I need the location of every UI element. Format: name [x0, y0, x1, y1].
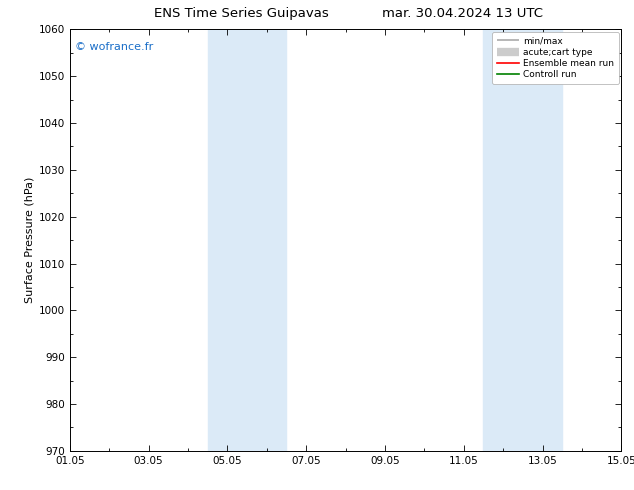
Text: ENS Time Series Guipavas: ENS Time Series Guipavas: [153, 7, 328, 21]
Y-axis label: Surface Pressure (hPa): Surface Pressure (hPa): [25, 177, 34, 303]
Bar: [483, 29, 562, 451]
Text: mar. 30.04.2024 13 UTC: mar. 30.04.2024 13 UTC: [382, 7, 543, 21]
Legend: min/max, acute;cart type, Ensemble mean run, Controll run: min/max, acute;cart type, Ensemble mean …: [493, 32, 619, 84]
Text: © wofrance.fr: © wofrance.fr: [75, 42, 153, 52]
Bar: [207, 29, 287, 451]
